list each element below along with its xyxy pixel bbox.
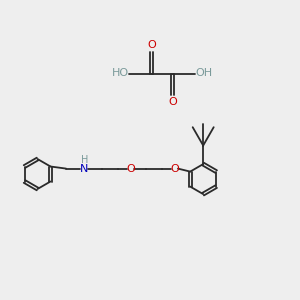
Text: O: O <box>168 97 177 107</box>
Text: O: O <box>126 164 135 174</box>
Text: OH: OH <box>195 68 213 79</box>
Text: H: H <box>81 154 88 165</box>
Text: N: N <box>80 164 88 174</box>
Text: HO: HO <box>111 68 129 79</box>
Text: O: O <box>170 164 179 174</box>
Text: O: O <box>147 40 156 50</box>
